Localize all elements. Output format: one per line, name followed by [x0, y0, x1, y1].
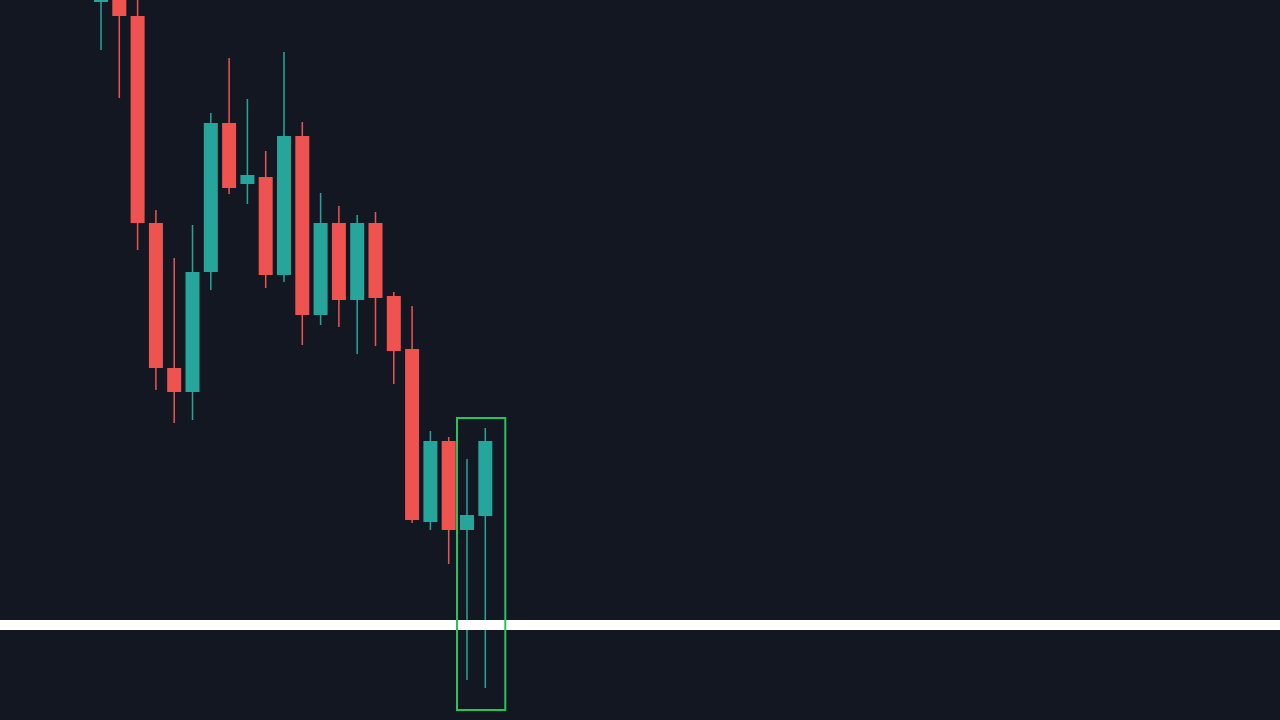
- candle-body: [203, 123, 218, 272]
- candle-body: [130, 16, 145, 223]
- candle-16: [386, 292, 401, 384]
- candle-9: [258, 151, 273, 288]
- candle-body: [240, 175, 255, 184]
- highlights-group: [456, 417, 507, 711]
- candle-body: [423, 441, 438, 522]
- candle-body: [258, 177, 273, 275]
- candle-body: [112, 0, 127, 16]
- candle-body: [405, 349, 420, 520]
- candle-body: [368, 223, 383, 298]
- candle-body: [313, 223, 328, 315]
- candle-17: [405, 306, 420, 523]
- candle-0: [94, 0, 108, 50]
- candle-3: [148, 210, 163, 390]
- candle-body: [295, 136, 310, 315]
- candle-body: [167, 368, 182, 392]
- candle-body: [350, 223, 365, 300]
- candle-20: [460, 459, 474, 680]
- candle-19: [441, 437, 456, 564]
- candle-18: [423, 431, 438, 530]
- candle-body: [222, 123, 237, 188]
- candles-group: [94, 0, 493, 688]
- candle-12: [313, 193, 328, 325]
- horizontal-level-line[interactable]: [0, 620, 1280, 630]
- candle-4: [167, 258, 182, 423]
- candle-body: [441, 441, 456, 530]
- levels-group: [0, 620, 1280, 630]
- candle-body: [277, 136, 291, 275]
- candle-6: [203, 113, 218, 290]
- candle-10: [277, 52, 291, 282]
- candle-13: [331, 206, 346, 327]
- candle-14: [350, 215, 365, 354]
- candle-body: [460, 515, 474, 530]
- candle-15: [368, 212, 383, 346]
- candle-body: [331, 223, 346, 300]
- candle-body: [386, 296, 401, 351]
- highlight-box[interactable]: [456, 417, 507, 711]
- candle-body: [94, 0, 108, 2]
- candle-21: [478, 428, 493, 688]
- candle-body: [148, 223, 163, 368]
- candle-7: [222, 58, 237, 194]
- candle-8: [240, 99, 255, 204]
- candle-2: [130, 0, 145, 250]
- candle-body: [185, 272, 200, 392]
- candle-body: [478, 441, 493, 516]
- candle-11: [295, 122, 310, 345]
- candle-1: [112, 0, 127, 98]
- candle-5: [185, 225, 200, 420]
